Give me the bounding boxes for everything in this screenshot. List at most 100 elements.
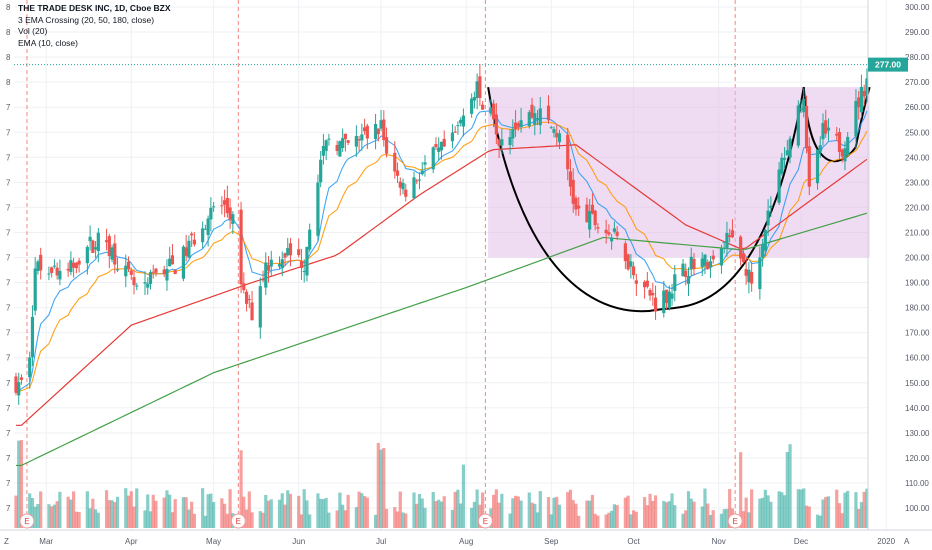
candle-body xyxy=(623,243,627,262)
x-tick-label: Oct xyxy=(627,537,640,546)
volume-bar xyxy=(854,492,858,528)
candle-body xyxy=(206,218,210,235)
volume-bar xyxy=(308,514,312,528)
legend-volume[interactable]: Vol (20) xyxy=(18,26,48,36)
candle-body xyxy=(684,270,688,277)
candle-body xyxy=(335,144,339,151)
candle-body xyxy=(151,271,155,273)
volume-bar xyxy=(711,510,715,528)
volume-bar xyxy=(77,511,81,528)
volume-bar xyxy=(604,514,608,528)
volume-bar xyxy=(782,495,787,528)
volume-bar xyxy=(557,504,562,528)
candle-body xyxy=(69,260,73,273)
legend-ema-crossing[interactable]: 3 EMA Crossing (20, 50, 180, close) xyxy=(18,14,155,25)
volume-bar xyxy=(72,491,76,528)
candle-body xyxy=(653,297,658,312)
x-tick-label: Jul xyxy=(376,537,386,546)
candle-body xyxy=(404,189,408,197)
volume-bar xyxy=(50,506,54,528)
symbol-title[interactable]: THE TRADE DESK INC, 1D, Cboe BZX xyxy=(18,3,171,13)
candle-body xyxy=(321,145,326,156)
candle-body xyxy=(546,105,551,121)
candle-body xyxy=(212,206,216,208)
volume-bar xyxy=(766,495,770,528)
candle-body xyxy=(846,136,850,155)
volume-bar xyxy=(420,498,424,528)
volume-bar xyxy=(706,503,710,528)
legend-ema[interactable]: EMA (10, close) xyxy=(18,37,78,48)
volume-bar xyxy=(266,500,271,528)
y-tick-label: 270.00 xyxy=(905,78,930,87)
candle-body xyxy=(258,286,262,328)
candle-body xyxy=(398,181,402,188)
volume-bar xyxy=(360,493,364,528)
volume-bar xyxy=(146,494,150,528)
volume-bar xyxy=(190,501,194,528)
volume-bar xyxy=(242,496,246,528)
left-tick-label: 7 xyxy=(6,304,11,313)
volume-bar xyxy=(335,510,339,528)
earnings-marker-circle xyxy=(230,513,246,529)
volume-bar xyxy=(796,489,800,528)
candle-body xyxy=(343,133,347,140)
volume-bar xyxy=(170,512,175,528)
volume-bar xyxy=(862,491,866,528)
candle-body xyxy=(299,260,304,269)
candle-body xyxy=(782,157,787,160)
volume-bar xyxy=(354,507,358,528)
candle-body xyxy=(39,254,43,271)
candle-body xyxy=(33,268,37,311)
candle-body xyxy=(360,134,364,141)
candle-body xyxy=(58,270,62,280)
candle-body xyxy=(115,269,120,271)
candle-body xyxy=(777,169,781,203)
y-tick-label: 230.00 xyxy=(905,178,930,187)
volume-bar xyxy=(703,488,707,528)
y-tick-label: 110.00 xyxy=(905,479,929,488)
volume-bar xyxy=(341,504,345,528)
volume-bar xyxy=(280,493,284,528)
candle-body xyxy=(77,260,81,265)
volume-bar xyxy=(223,503,227,528)
volume-bar xyxy=(321,499,326,528)
volume-bar xyxy=(434,501,438,528)
candle-body xyxy=(557,133,562,143)
volume-bar xyxy=(338,492,342,528)
volume-bars xyxy=(14,440,869,528)
volume-bar xyxy=(104,490,109,528)
y-tick-label: 190.00 xyxy=(905,279,930,288)
candle-body xyxy=(604,229,608,234)
candle-body xyxy=(365,125,369,139)
earnings-marker-label: E xyxy=(24,517,29,526)
volume-bar xyxy=(225,513,229,528)
volume-bar xyxy=(846,490,850,528)
volume-bar xyxy=(343,510,347,528)
candle-body xyxy=(859,86,864,113)
volume-bar xyxy=(19,440,24,528)
volume-bar xyxy=(840,513,844,528)
candle-body xyxy=(209,207,213,220)
volume-bar xyxy=(667,501,671,528)
candle-body xyxy=(437,147,441,152)
candle-body xyxy=(796,105,800,146)
candle-body xyxy=(516,123,520,127)
left-tick-label: 7 xyxy=(6,228,11,237)
y-tick-label: 220.00 xyxy=(905,203,930,212)
candle-body xyxy=(384,137,389,154)
volume-bar xyxy=(500,493,504,528)
volume-bar xyxy=(165,490,169,528)
candle-body xyxy=(135,285,139,287)
volume-bar xyxy=(475,489,479,528)
candle-body xyxy=(470,98,474,114)
candle-body xyxy=(66,268,70,271)
cup-area xyxy=(488,87,870,258)
candle-body xyxy=(648,289,652,296)
volume-bar xyxy=(494,489,498,528)
candle-body xyxy=(113,243,117,265)
candle-body xyxy=(686,275,691,284)
candle-body xyxy=(239,209,243,285)
candle-body xyxy=(780,157,784,174)
volume-bar xyxy=(530,502,534,528)
